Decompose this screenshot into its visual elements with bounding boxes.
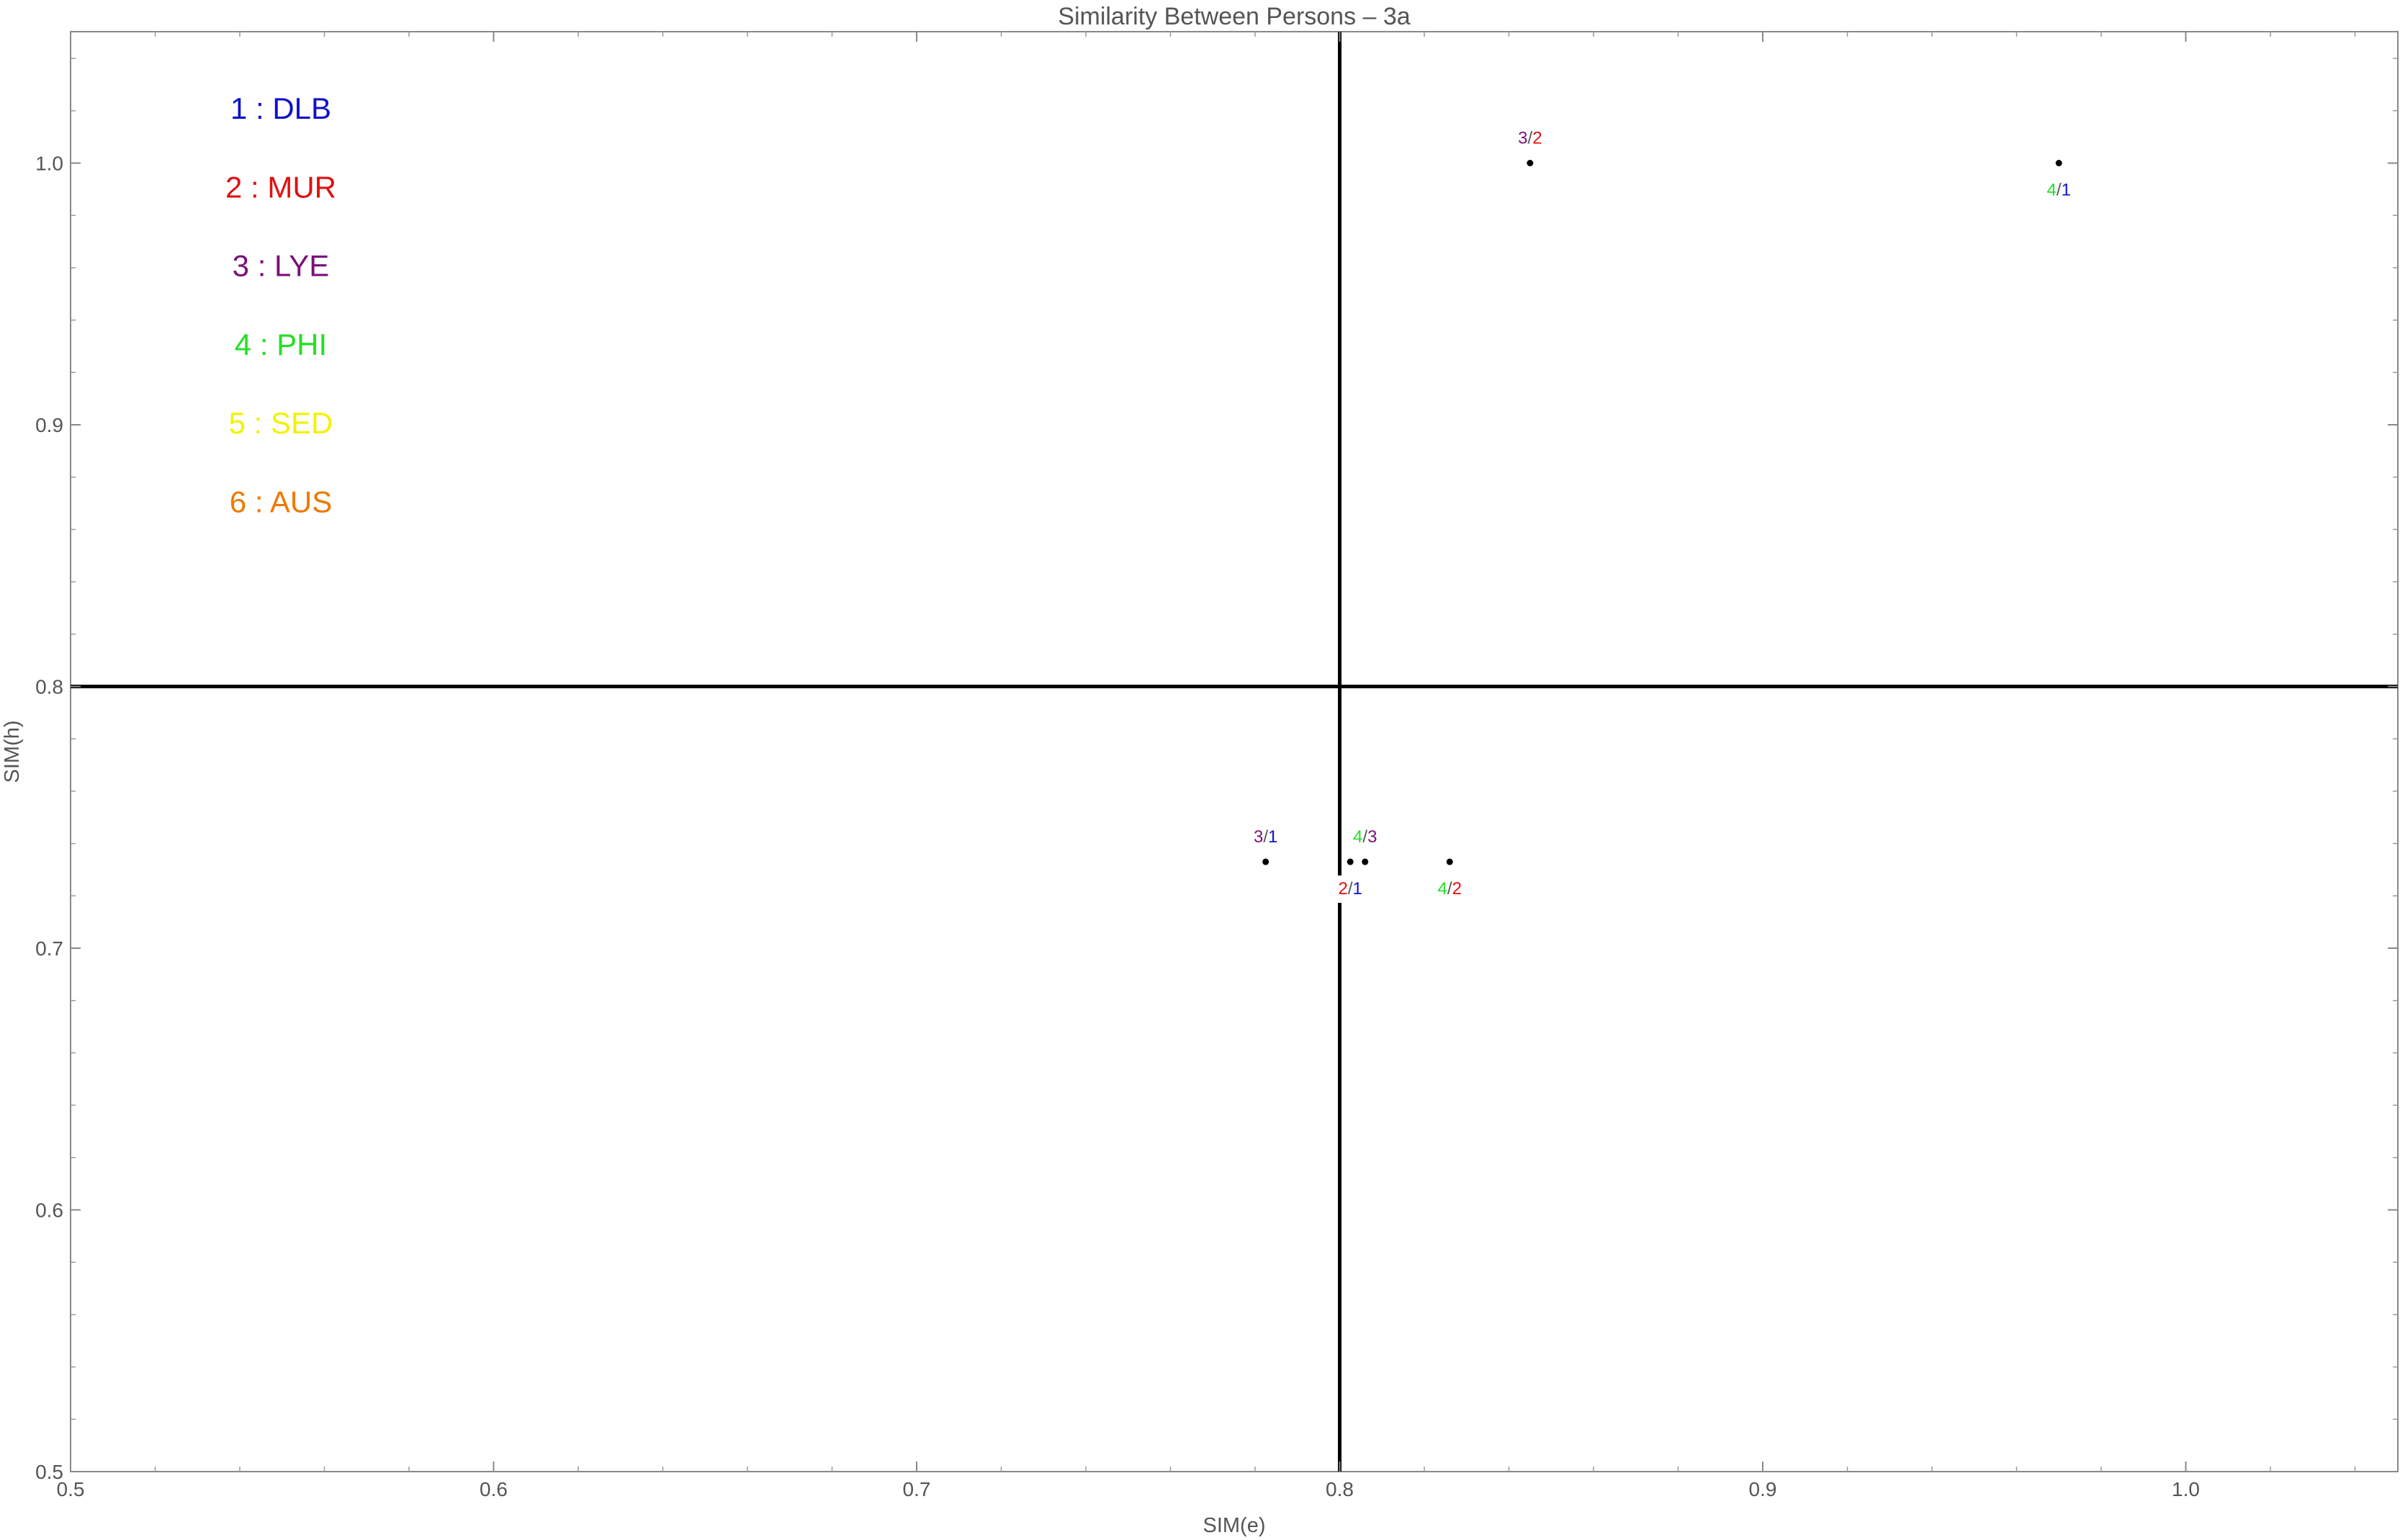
x-axis-ticks: 0.5 0.6 0.7 0.8 0.9 1.0	[57, 32, 2200, 1500]
x-tick-label: 0.8	[1326, 1478, 1354, 1500]
pair-first-id: 4	[1353, 827, 1362, 847]
pair-label: 3/1	[1254, 827, 1277, 847]
legend-entry-mur: 2 : MUR	[225, 170, 336, 204]
pair-label-text: 2/1	[1338, 879, 1362, 899]
pair-label-text: 4/1	[2047, 181, 2071, 200]
pair-label-text: 4/2	[1438, 879, 1462, 899]
pair-separator: /	[1263, 827, 1268, 847]
plot-frame	[70, 31, 2399, 1472]
x-tick-label: 0.7	[903, 1478, 931, 1500]
pair-label-text: 4/3	[1353, 827, 1377, 847]
x-tick-label: 1.0	[2172, 1478, 2200, 1500]
y-axis-ticks: 0.5 0.6 0.7 0.8 0.9 1.0	[35, 153, 2398, 1483]
y-axis-label: SIM(h)	[1, 721, 24, 783]
minor-ticks	[70, 32, 2398, 1472]
pair-first-id: 3	[1254, 827, 1263, 847]
pair-first-id: 3	[1518, 129, 1527, 148]
pair-first-id: 4	[1438, 879, 1447, 899]
pair-separator: /	[2057, 181, 2062, 200]
data-point	[1527, 160, 1534, 166]
data-point	[1362, 858, 1369, 865]
pair-separator: /	[1528, 129, 1533, 148]
legend-entry-phi: 4 : PHI	[235, 328, 327, 361]
y-tick-label: 0.6	[35, 1199, 63, 1222]
pair-label: 4/2	[1438, 879, 1462, 899]
legend: 1 : DLB 2 : MUR 3 : LYE 4 : PHI 5 : SED 6 : A…	[225, 91, 336, 519]
pair-second-id: 3	[1367, 827, 1377, 847]
pair-separator: /	[1362, 827, 1367, 847]
x-tick-label: 0.9	[1749, 1478, 1777, 1500]
pair-second-id: 2	[1452, 879, 1462, 899]
x-tick-label: 0.5	[57, 1478, 85, 1500]
pair-label-text: 3/1	[1254, 827, 1277, 847]
legend-entry-aus: 6 : AUS	[230, 485, 332, 519]
pair-label: 2/1	[1331, 875, 1370, 904]
data-point	[1446, 858, 1453, 865]
pair-separator: /	[1447, 879, 1452, 899]
pair-separator: /	[1348, 879, 1353, 899]
pair-label: 4/3	[1353, 827, 1377, 847]
legend-entry-dlb: 1 : DLB	[230, 91, 331, 125]
pair-label: 4/1	[2047, 181, 2071, 200]
label-background	[1331, 875, 1370, 904]
reference-lines	[71, 32, 2398, 1472]
data-point	[1347, 858, 1354, 865]
pair-second-id: 2	[1532, 129, 1542, 148]
pair-second-id: 1	[1268, 827, 1277, 847]
pair-first-id: 2	[1338, 879, 1347, 899]
x-tick-label: 0.6	[480, 1478, 508, 1500]
data-point	[1262, 858, 1269, 865]
y-tick-label: 0.7	[35, 937, 63, 960]
y-tick-label: 1.0	[35, 153, 63, 175]
pair-first-id: 4	[2047, 181, 2057, 200]
data-point	[2055, 160, 2062, 166]
y-tick-label: 0.8	[35, 676, 63, 698]
pair-label: 3/2	[1518, 129, 1542, 148]
pair-second-id: 1	[2062, 181, 2071, 200]
x-axis-label: SIM(e)	[1203, 1514, 1266, 1537]
legend-entry-sed: 5 : SED	[229, 406, 333, 440]
pair-label-text: 3/2	[1518, 129, 1542, 148]
legend-entry-lye: 3 : LYE	[233, 249, 330, 283]
pair-second-id: 1	[1353, 879, 1362, 899]
chart-title: Similarity Between Persons – 3a	[1058, 3, 1411, 30]
y-tick-label: 0.5	[35, 1461, 63, 1483]
y-tick-label: 0.9	[35, 414, 63, 436]
data-points: 3/24/13/12/14/34/2	[1254, 129, 2071, 904]
